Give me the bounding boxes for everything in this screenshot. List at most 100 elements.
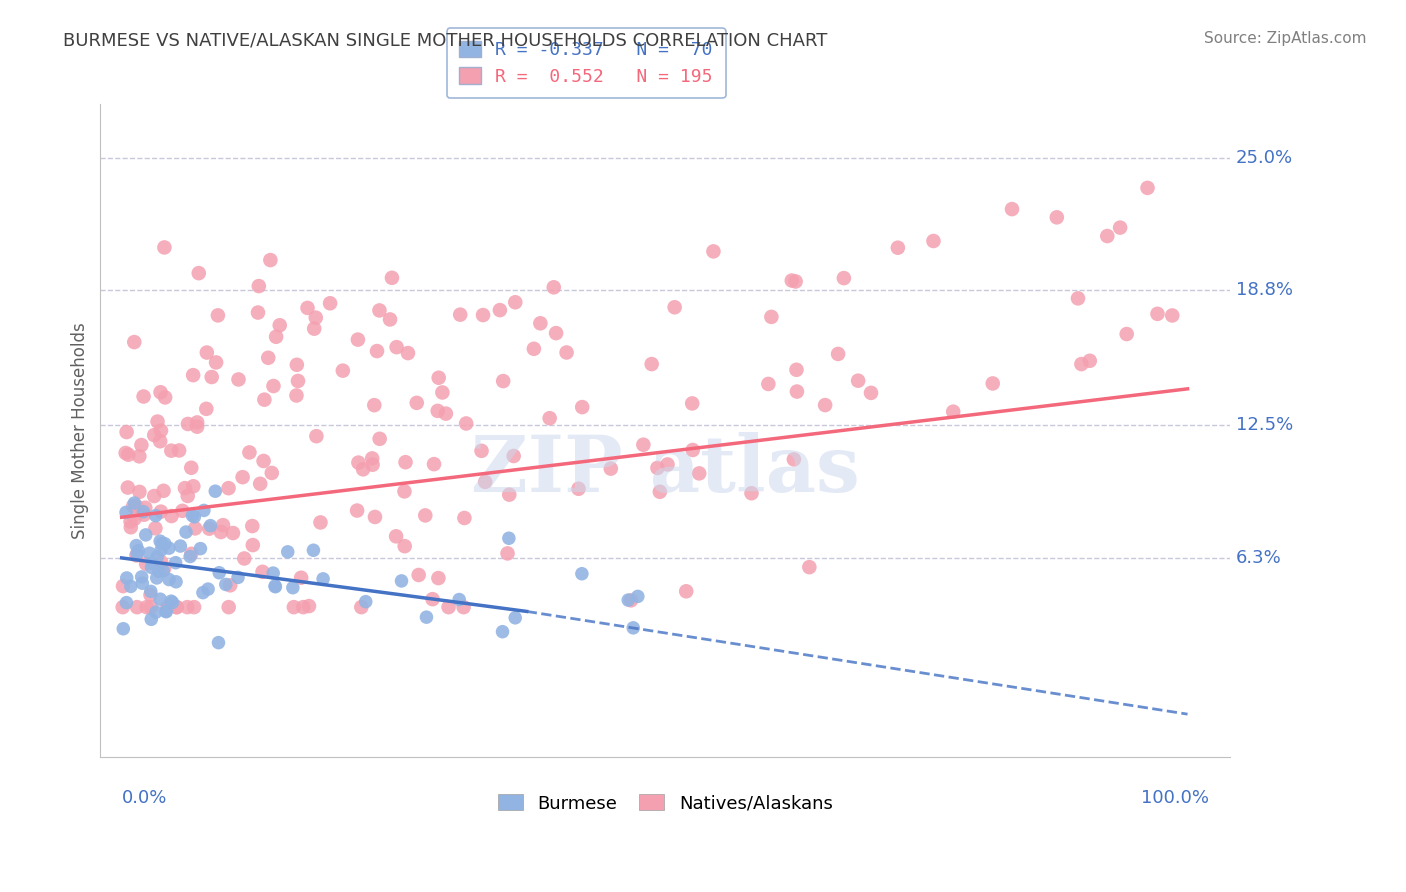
Point (368, 432, 391, 446)
Text: 12.5%: 12.5% (1236, 417, 1292, 434)
Point (145, 521, 167, 535)
Point (567, 482, 589, 496)
Point (780, 274, 803, 288)
Point (201, 370, 224, 384)
Point (132, 390, 155, 404)
Point (657, 458, 679, 472)
Point (1078, 353, 1101, 368)
Point (145, 605, 167, 619)
Point (449, 592, 471, 607)
Point (165, 574, 187, 589)
Point (298, 599, 321, 613)
Point (408, 568, 430, 582)
Point (368, 303, 391, 318)
Point (120, 515, 142, 529)
Point (1097, 229, 1119, 244)
Point (208, 566, 231, 580)
Point (647, 461, 669, 475)
Point (183, 479, 205, 493)
Point (233, 551, 256, 566)
Point (183, 600, 205, 615)
Point (204, 484, 226, 499)
Point (253, 392, 276, 407)
Point (238, 445, 260, 459)
Point (153, 391, 176, 405)
Point (219, 578, 242, 592)
Point (297, 301, 319, 315)
Point (120, 579, 142, 593)
Point (177, 489, 200, 503)
Point (648, 484, 671, 499)
Point (423, 457, 446, 471)
Point (491, 624, 513, 639)
Point (145, 571, 167, 585)
Point (350, 600, 373, 615)
Point (312, 572, 335, 586)
Point (783, 452, 806, 467)
Point (302, 543, 325, 558)
Point (150, 537, 173, 551)
Point (1136, 181, 1159, 195)
Point (195, 401, 218, 416)
Point (546, 326, 568, 340)
Point (285, 358, 308, 372)
Point (149, 505, 172, 519)
Point (688, 467, 710, 481)
Point (620, 593, 643, 607)
Point (489, 303, 512, 318)
Point (155, 604, 177, 618)
Point (617, 593, 640, 607)
Point (571, 566, 593, 581)
Point (434, 407, 457, 421)
Point (361, 458, 384, 472)
Point (152, 564, 174, 578)
Point (242, 538, 264, 552)
Point (179, 549, 201, 564)
Point (125, 539, 148, 553)
Point (292, 600, 315, 615)
Point (180, 460, 202, 475)
Point (378, 312, 401, 326)
Point (240, 519, 263, 533)
Point (756, 376, 779, 391)
Point (354, 595, 377, 609)
Point (180, 547, 202, 561)
Point (167, 443, 190, 458)
Point (218, 481, 240, 495)
Point (846, 374, 869, 388)
Point (149, 534, 172, 549)
Point (117, 481, 139, 495)
Point (394, 455, 416, 469)
Point (347, 333, 370, 347)
Point (122, 335, 145, 350)
Point (156, 600, 179, 615)
Point (449, 308, 471, 322)
Point (413, 508, 436, 523)
Point (134, 500, 156, 515)
Point (633, 438, 655, 452)
Point (191, 585, 214, 599)
Point (309, 516, 332, 530)
Point (405, 396, 427, 410)
Point (157, 573, 180, 587)
Point (472, 308, 495, 322)
Point (263, 379, 285, 393)
Point (114, 446, 136, 460)
Point (128, 450, 150, 464)
Point (160, 509, 183, 524)
Point (226, 570, 249, 584)
Point (859, 385, 882, 400)
Point (198, 522, 221, 536)
Text: 100.0%: 100.0% (1140, 789, 1209, 807)
Point (1070, 357, 1092, 371)
Point (212, 518, 235, 533)
Point (115, 571, 138, 585)
Point (827, 347, 849, 361)
Point (347, 456, 370, 470)
Point (364, 510, 387, 524)
Point (366, 344, 388, 359)
Point (740, 486, 762, 500)
Point (1067, 291, 1090, 305)
Point (264, 580, 287, 594)
Point (385, 529, 408, 543)
